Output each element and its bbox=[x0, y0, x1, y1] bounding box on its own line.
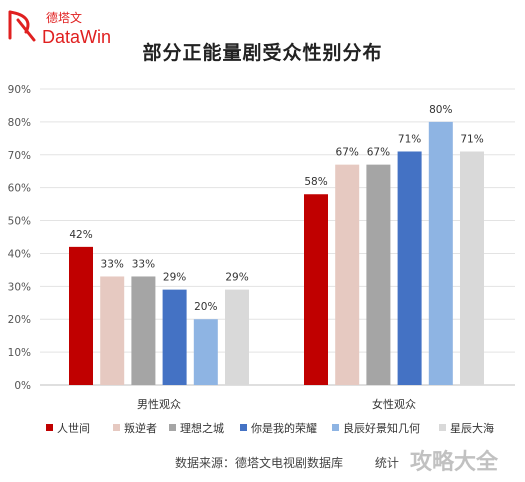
legend-item: 你是我的荣耀 bbox=[240, 420, 317, 436]
bars bbox=[69, 121, 484, 385]
y-tick-label: 50% bbox=[8, 216, 31, 228]
data-label: 67% bbox=[367, 147, 390, 159]
y-tick-label: 80% bbox=[8, 117, 31, 129]
bar bbox=[460, 151, 484, 385]
y-tick-label: 40% bbox=[8, 248, 31, 260]
legend-swatch-icon bbox=[240, 424, 247, 431]
watermark: 攻略大全 bbox=[410, 450, 499, 475]
y-tick-label: 60% bbox=[8, 183, 31, 195]
legend-label: 星辰大海 bbox=[450, 422, 494, 435]
logo-en: DataWin bbox=[42, 27, 111, 46]
bar bbox=[304, 194, 328, 385]
bar-chart: 0% 10% 20% 30% 40% 50% 60% 70% 80% 90% 42% 33% 33% 2… bbox=[8, 84, 515, 411]
bar bbox=[428, 121, 453, 385]
y-tick-label: 0% bbox=[14, 380, 31, 392]
data-label: 29% bbox=[163, 272, 186, 284]
bar bbox=[100, 276, 125, 385]
legend-label: 叛逆者 bbox=[124, 422, 157, 435]
y-tick-label: 70% bbox=[8, 150, 31, 162]
legend: 人世间 叛逆者 理想之城 你是我的荣耀 良辰好景知几何 星辰大海 bbox=[36, 420, 525, 438]
y-axis: 0% 10% 20% 30% 40% 50% 60% 70% 80% 90% bbox=[8, 84, 31, 392]
legend-label: 良辰好景知几何 bbox=[343, 422, 420, 435]
data-label: 58% bbox=[304, 176, 327, 188]
legend-label: 人世间 bbox=[57, 422, 90, 435]
bar bbox=[225, 289, 249, 385]
logo-mark-icon bbox=[8, 10, 36, 42]
legend-item: 良辰好景知几何 bbox=[332, 420, 420, 436]
legend-label: 理想之城 bbox=[180, 422, 224, 435]
data-label: 33% bbox=[101, 258, 124, 270]
x-axis: 男性观众 女性观众 bbox=[137, 397, 416, 411]
bar bbox=[397, 151, 422, 385]
data-labels: 42% 33% 33% 29% 20% 29% 58% 67% 67% 71% 80% 71% bbox=[69, 104, 483, 313]
data-label: 33% bbox=[132, 258, 155, 270]
bar bbox=[193, 319, 218, 385]
data-label: 71% bbox=[398, 133, 421, 145]
legend-item: 理想之城 bbox=[169, 420, 224, 436]
y-tick-label: 90% bbox=[8, 84, 31, 96]
x-category-label: 男性观众 bbox=[137, 397, 181, 411]
bar bbox=[69, 246, 93, 385]
bar bbox=[162, 289, 187, 385]
data-label: 80% bbox=[429, 104, 452, 116]
legend-swatch-icon bbox=[332, 424, 339, 431]
bar bbox=[335, 164, 360, 385]
data-label: 29% bbox=[225, 272, 248, 284]
legend-label: 你是我的荣耀 bbox=[251, 422, 317, 435]
bar bbox=[131, 276, 156, 385]
data-label: 42% bbox=[69, 229, 92, 241]
datawin-logo: 德塔文 DataWin bbox=[8, 10, 111, 46]
legend-item: 星辰大海 bbox=[439, 420, 494, 436]
legend-item: 叛逆者 bbox=[113, 420, 157, 436]
y-tick-label: 20% bbox=[8, 314, 31, 326]
chart-title: 部分正能量剧受众性别分布 bbox=[142, 42, 383, 64]
legend-swatch-icon bbox=[169, 424, 176, 431]
data-label: 20% bbox=[194, 301, 217, 313]
legend-item: 人世间 bbox=[46, 420, 90, 436]
bar bbox=[366, 164, 391, 385]
data-label: 67% bbox=[336, 147, 359, 159]
source-text: 数据来源：德塔文电视剧数据库 bbox=[175, 456, 344, 470]
y-tick-label: 10% bbox=[8, 347, 31, 359]
legend-swatch-icon bbox=[46, 424, 53, 431]
source-note: 数据来源：德塔文电视剧数据库 统计 bbox=[175, 454, 399, 471]
stat-text: 统计 bbox=[374, 456, 399, 470]
y-tick-label: 30% bbox=[8, 281, 31, 293]
legend-swatch-icon bbox=[113, 424, 120, 431]
data-label: 71% bbox=[460, 133, 483, 145]
legend-swatch-icon bbox=[439, 424, 446, 431]
x-category-label: 女性观众 bbox=[372, 397, 416, 411]
logo-cn: 德塔文 bbox=[46, 10, 82, 25]
